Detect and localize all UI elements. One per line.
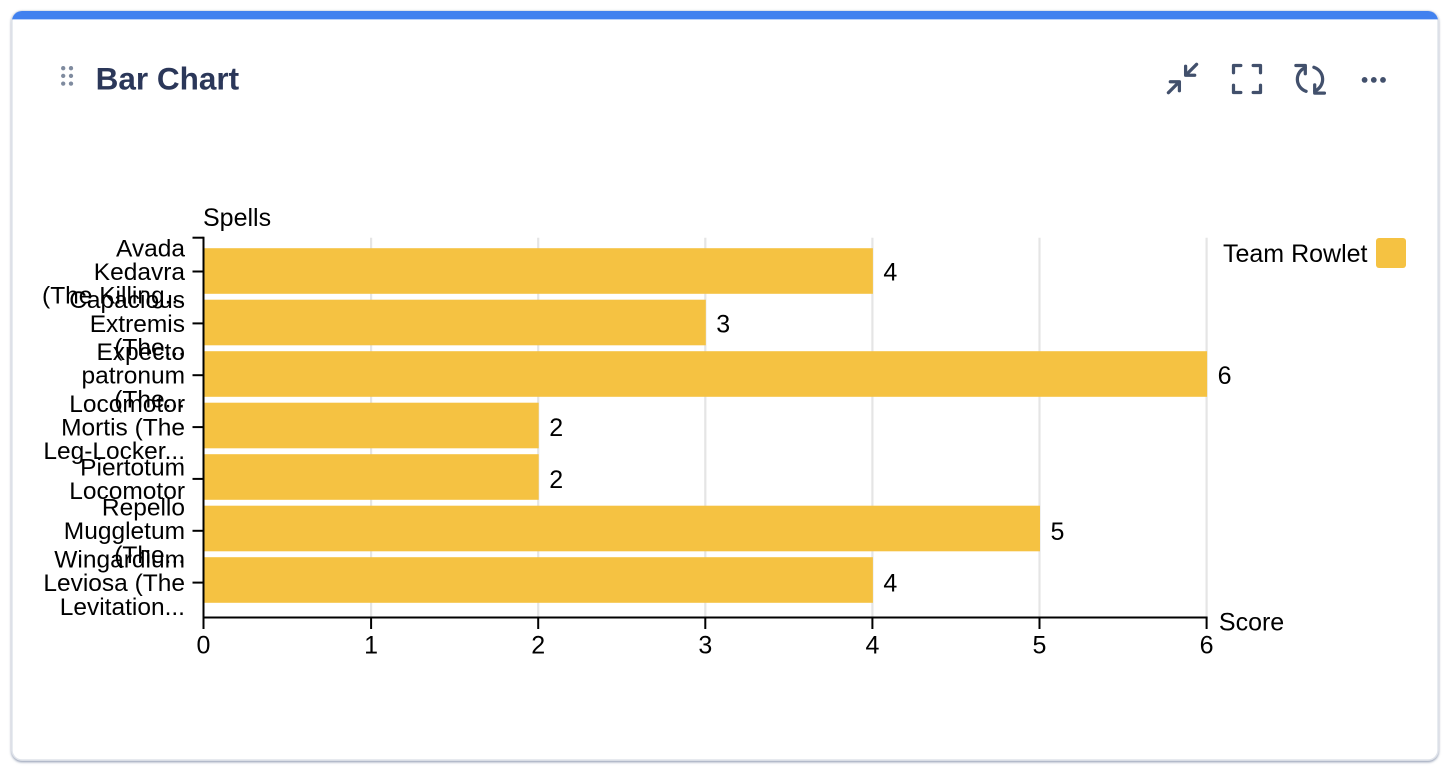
svg-text:Mortis (The: Mortis (The bbox=[61, 415, 185, 442]
svg-text:Locomotor: Locomotor bbox=[69, 391, 185, 418]
svg-text:6: 6 bbox=[1218, 362, 1232, 390]
svg-text:3: 3 bbox=[716, 310, 730, 338]
svg-text:Score: Score bbox=[1219, 608, 1284, 636]
svg-text:4: 4 bbox=[865, 632, 879, 660]
svg-text:2: 2 bbox=[549, 466, 563, 494]
svg-text:Wingardium: Wingardium bbox=[54, 546, 185, 573]
svg-text:(The...: (The... bbox=[114, 542, 185, 569]
svg-text:Kedavra: Kedavra bbox=[94, 259, 186, 286]
svg-text:Leg-Locker...: Leg-Locker... bbox=[43, 438, 185, 465]
svg-text:patronum: patronum bbox=[81, 363, 185, 390]
svg-text:Piertotum: Piertotum bbox=[80, 455, 185, 482]
svg-text:Leviosa (The: Leviosa (The bbox=[43, 570, 185, 597]
svg-text:2: 2 bbox=[531, 632, 545, 660]
svg-text:Locomotor: Locomotor bbox=[69, 478, 185, 505]
svg-text:Team Rowlet: Team Rowlet bbox=[1223, 240, 1368, 268]
svg-text:0: 0 bbox=[197, 632, 211, 660]
svg-text:Extremis: Extremis bbox=[90, 311, 185, 338]
svg-text:Spells: Spells bbox=[203, 204, 271, 232]
svg-text:Expecto: Expecto bbox=[96, 339, 185, 366]
svg-text:4: 4 bbox=[883, 570, 897, 598]
svg-text:Capacious: Capacious bbox=[69, 287, 185, 314]
svg-text:5: 5 bbox=[1051, 518, 1065, 546]
svg-text:1: 1 bbox=[364, 632, 378, 660]
svg-text:(The Killing...: (The Killing... bbox=[42, 283, 185, 310]
svg-text:(The...: (The... bbox=[114, 386, 185, 413]
svg-text:Levitation...: Levitation... bbox=[60, 594, 185, 621]
svg-text:Bar Chart: Bar Chart bbox=[96, 60, 240, 96]
svg-text:6: 6 bbox=[1200, 632, 1214, 660]
svg-text:Repello: Repello bbox=[102, 495, 185, 522]
svg-text:Muggletum: Muggletum bbox=[64, 518, 185, 545]
svg-text:Avada: Avada bbox=[116, 235, 185, 262]
svg-text:4: 4 bbox=[883, 259, 897, 287]
svg-text:2: 2 bbox=[549, 414, 563, 442]
svg-text:3: 3 bbox=[698, 632, 712, 660]
svg-text:5: 5 bbox=[1033, 632, 1047, 660]
svg-text:(The...: (The... bbox=[114, 335, 185, 362]
